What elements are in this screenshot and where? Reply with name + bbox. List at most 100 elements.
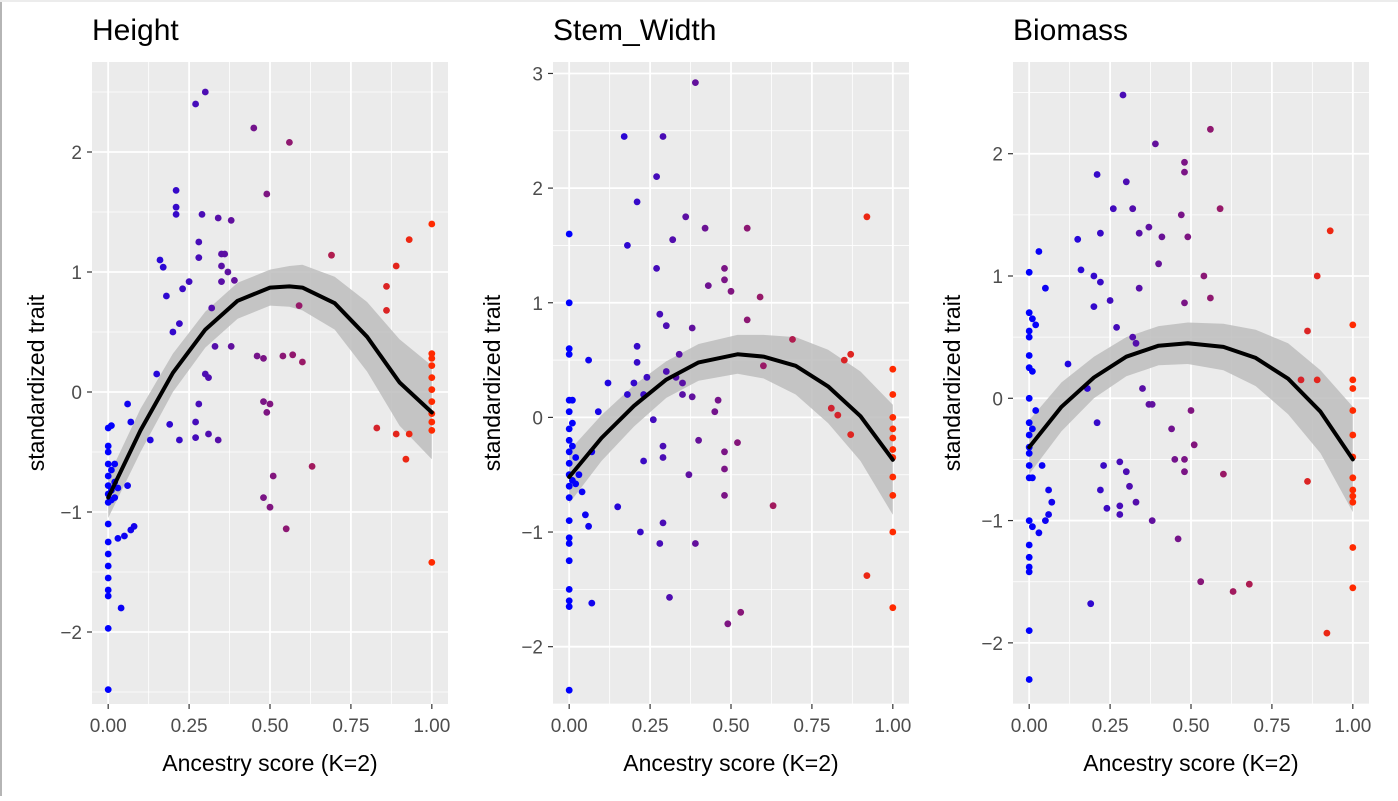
data-point — [565, 482, 573, 490]
data-point — [253, 352, 261, 360]
data-point — [104, 520, 112, 528]
data-point — [111, 460, 119, 468]
data-point — [669, 236, 677, 244]
data-point — [195, 238, 203, 246]
data-point — [172, 211, 180, 218]
data-point — [1025, 431, 1033, 439]
data-point — [889, 365, 897, 373]
data-point — [565, 540, 573, 547]
data-point — [263, 409, 271, 416]
data-point — [1093, 419, 1101, 427]
y-tick-label: 2 — [71, 143, 82, 164]
data-point — [1139, 385, 1146, 392]
data-point — [1122, 468, 1130, 476]
data-point — [889, 391, 897, 398]
data-point — [1174, 535, 1182, 543]
x-axis-label: Ancestry score (K=2) — [1083, 750, 1298, 776]
data-point — [104, 686, 112, 693]
data-point — [1349, 376, 1357, 384]
data-point — [1207, 125, 1214, 133]
data-point — [266, 503, 274, 511]
data-point — [1025, 309, 1033, 317]
data-point — [428, 374, 436, 381]
x-tick-label: 1.00 — [413, 716, 450, 737]
data-point — [1025, 462, 1033, 469]
fit-line — [106, 284, 434, 500]
data-point — [695, 436, 702, 444]
data-point — [104, 625, 112, 632]
data-point — [565, 459, 573, 467]
data-point — [1025, 553, 1033, 561]
data-point — [620, 133, 628, 140]
data-point — [405, 236, 413, 244]
y-tick-label: −1 — [60, 503, 82, 524]
data-point — [104, 482, 112, 489]
data-point — [218, 262, 225, 270]
data-point — [701, 224, 709, 232]
data-point — [624, 242, 631, 249]
data-point — [104, 460, 112, 468]
data-point — [260, 494, 267, 501]
data-point — [1207, 294, 1214, 302]
data-point — [1038, 462, 1046, 469]
data-point — [405, 430, 413, 438]
data-point — [428, 386, 436, 393]
data-point — [1349, 385, 1357, 392]
data-point — [1129, 205, 1137, 213]
y-tick-label: −2 — [981, 634, 1003, 655]
data-point — [192, 418, 200, 426]
data-point — [176, 436, 183, 444]
data-point — [1323, 629, 1331, 637]
data-point — [789, 336, 796, 343]
data-point — [130, 523, 138, 530]
data-point — [205, 374, 212, 381]
data-point — [1025, 676, 1033, 683]
data-point — [614, 503, 622, 511]
data-point — [889, 425, 897, 433]
data-point — [662, 368, 670, 375]
data-point — [834, 411, 842, 419]
data-point — [1190, 441, 1198, 449]
data-point — [295, 302, 303, 309]
data-point — [1152, 140, 1159, 148]
data-point — [727, 287, 735, 295]
data-point — [565, 597, 573, 605]
data-point — [569, 396, 576, 404]
data-point — [889, 414, 897, 421]
data-point — [1025, 333, 1033, 341]
data-point — [1097, 229, 1104, 237]
data-point — [1029, 425, 1036, 433]
panel-2: 0.00 0.25 0.50 0.75 1.00 −2 −1 0 1 2 3 Stem_Width An… — [479, 14, 911, 776]
data-point — [108, 422, 115, 429]
data-point — [653, 173, 660, 181]
data-point — [662, 322, 670, 330]
data-point — [104, 574, 112, 582]
data-point — [685, 471, 693, 479]
data-point — [569, 419, 576, 427]
data-point — [1148, 517, 1156, 524]
data-point — [692, 79, 699, 86]
data-point — [428, 350, 436, 357]
data-point — [1090, 303, 1098, 310]
data-point — [889, 434, 897, 442]
data-point — [659, 519, 667, 527]
data-point — [169, 328, 177, 336]
data-point — [847, 431, 855, 438]
y-tick-label: 1 — [532, 294, 543, 315]
data-point — [231, 277, 238, 284]
data-point — [214, 436, 222, 444]
data-point — [266, 400, 274, 408]
data-point — [633, 342, 641, 350]
data-point — [1025, 563, 1033, 571]
data-point — [565, 230, 573, 238]
data-point — [282, 525, 290, 533]
x-tick-label: 0.25 — [171, 716, 208, 737]
data-point — [1025, 394, 1033, 402]
data-point — [104, 586, 112, 594]
x-tick-label: 0.00 — [551, 716, 588, 737]
data-point — [565, 494, 573, 501]
data-point — [286, 139, 293, 146]
data-point — [704, 282, 712, 289]
data-point — [1304, 478, 1311, 485]
data-point — [724, 620, 732, 628]
